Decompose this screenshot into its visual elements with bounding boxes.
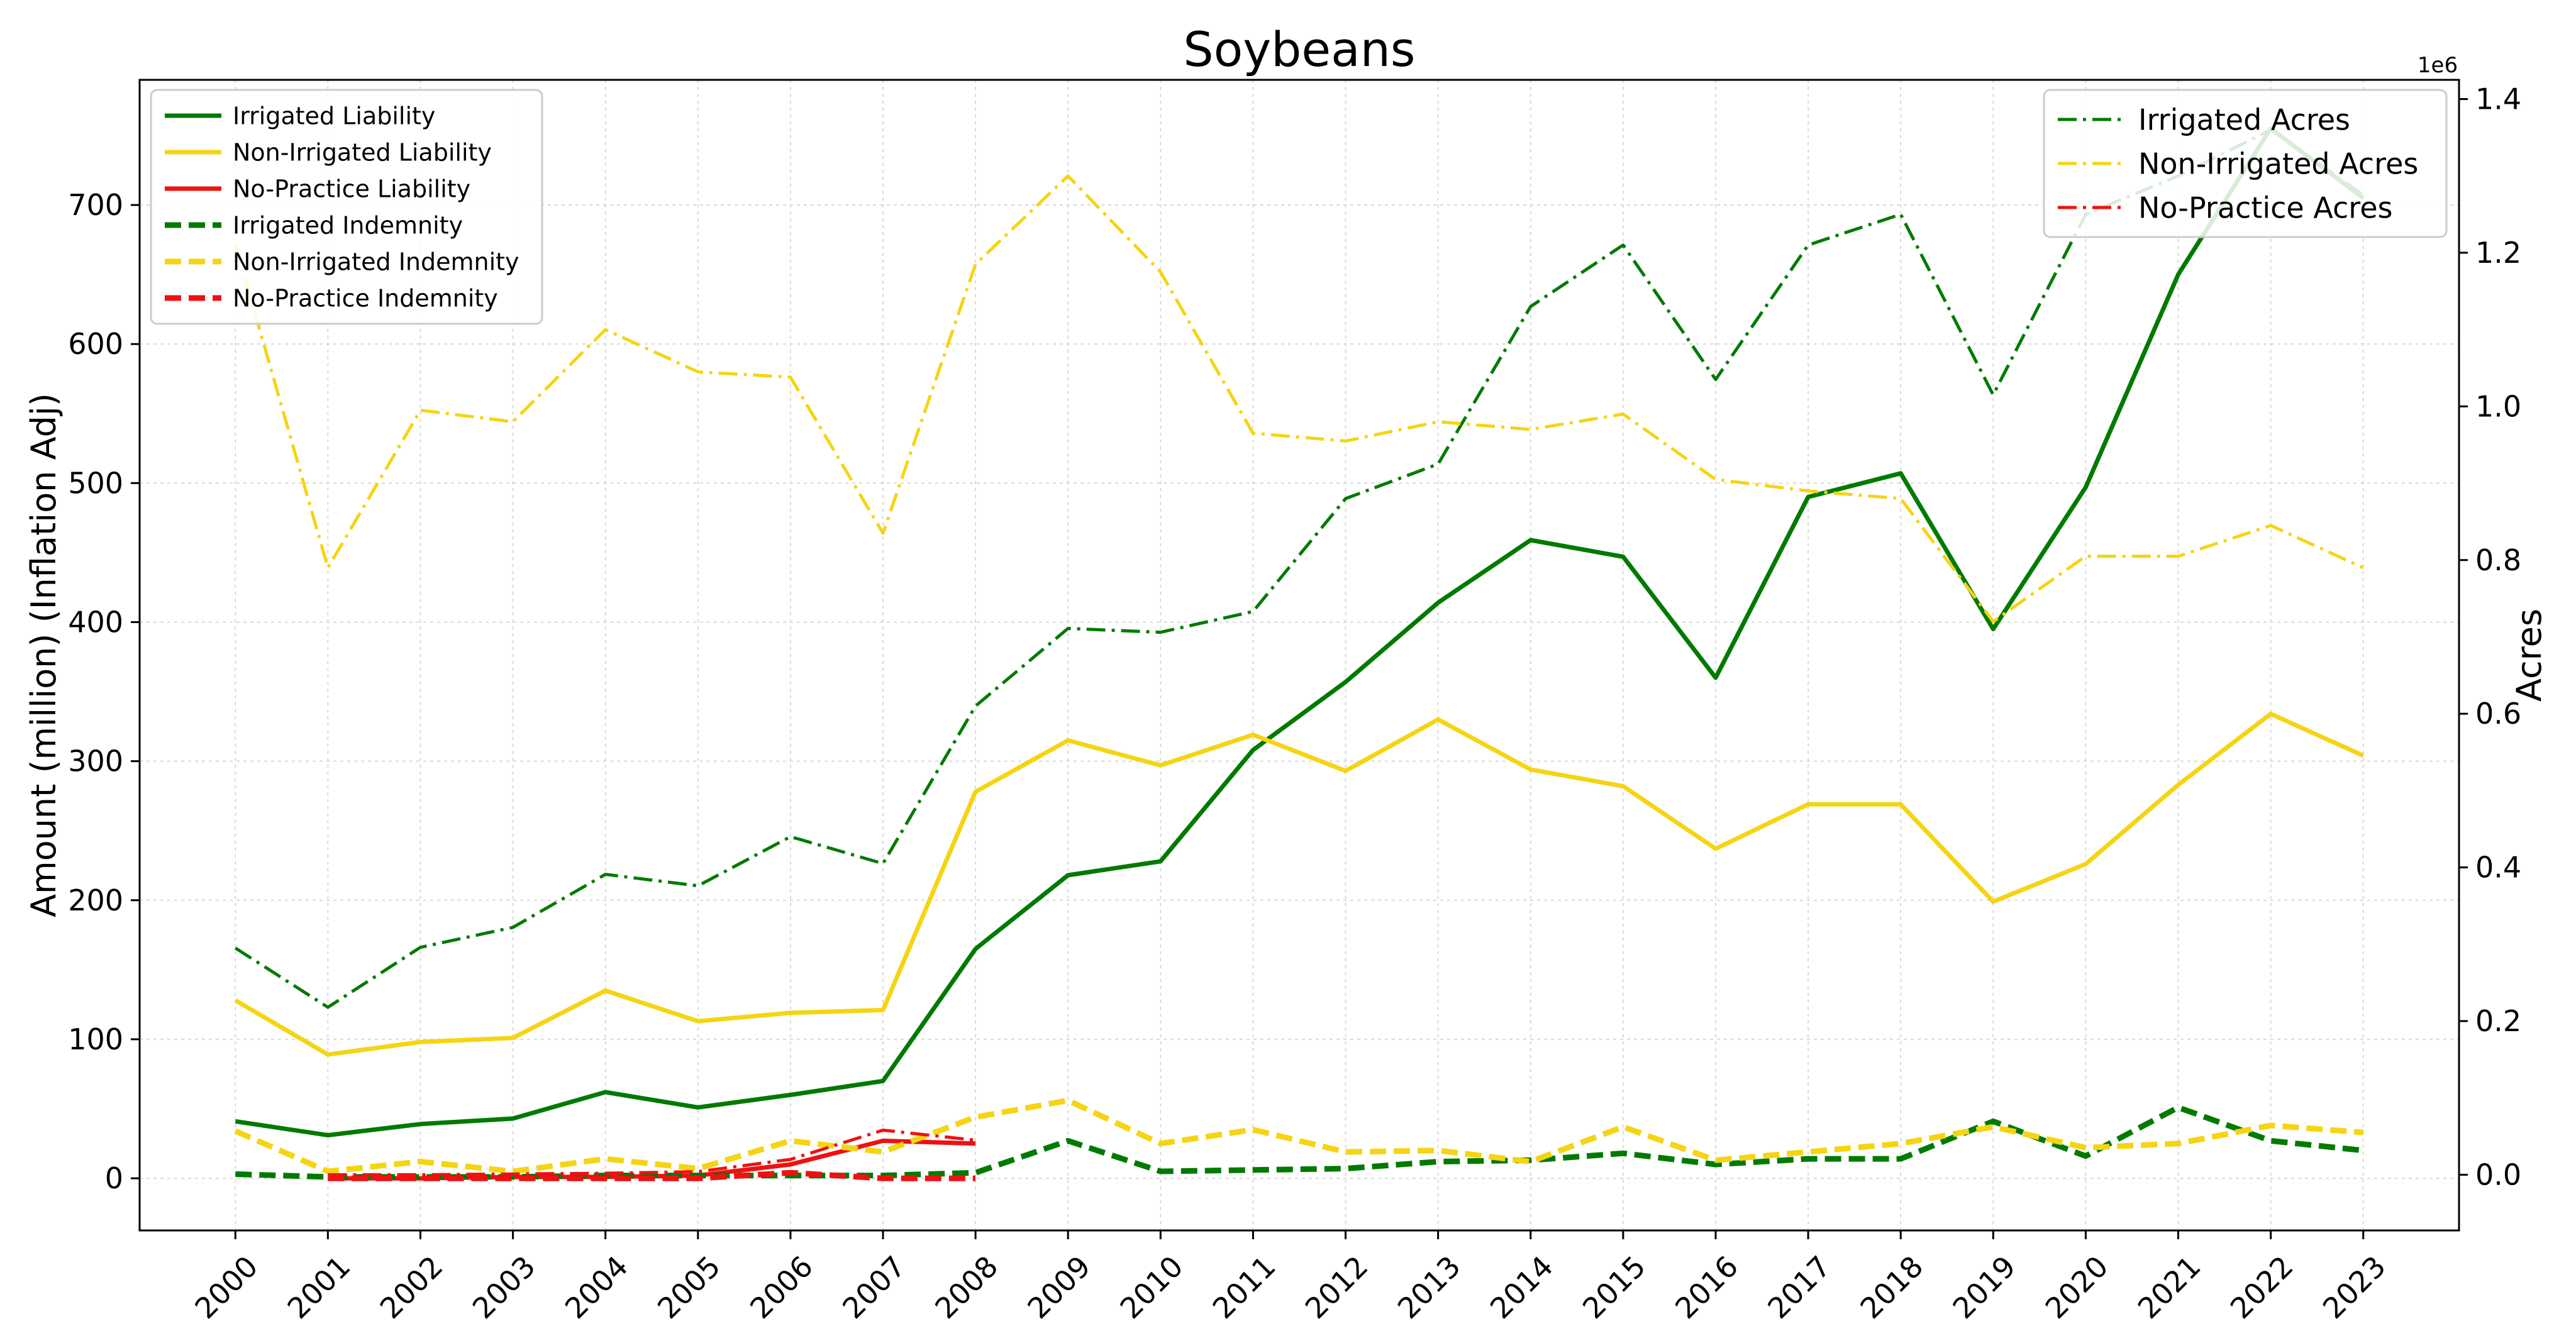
series-line-no-practice-acres — [328, 1129, 976, 1176]
legend-label: No-Practice Acres — [2138, 191, 2392, 225]
x-tick-label: 2003 — [466, 1249, 542, 1325]
y-tick-label: 300 — [68, 744, 123, 778]
x-tick-label: 2004 — [558, 1249, 635, 1325]
x-tick-label: 2005 — [651, 1249, 727, 1325]
y-tick-label: 600 — [68, 327, 123, 361]
x-tick-label: 2013 — [1391, 1249, 1467, 1325]
series-line-non-irrigated-liability — [234, 711, 2365, 1057]
x-tick-label: 2011 — [1206, 1249, 1282, 1325]
x-tick-label: 2010 — [1113, 1249, 1189, 1325]
y2-tick-label: 0.6 — [2475, 697, 2521, 731]
y2-tick-label: 0.2 — [2475, 1004, 2521, 1038]
y-axis-label: Amount (million) (Inflation Adj) — [24, 393, 64, 917]
y2-tick-label: 1.4 — [2475, 82, 2521, 116]
x-tick-label: 2000 — [188, 1249, 264, 1325]
series-line-irrigated-acres — [234, 128, 2365, 1009]
x-tick-label: 2018 — [1853, 1249, 1929, 1325]
x-tick-label: 2008 — [928, 1249, 1004, 1325]
series-line-irrigated-liability — [235, 126, 2365, 1137]
legend-box — [2043, 89, 2448, 238]
x-tick-label: 2021 — [2131, 1249, 2207, 1325]
y2-axis-label: Acres — [2509, 609, 2549, 702]
legend-left: Irrigated Liability Non-Irrigated Liabili… — [150, 89, 543, 325]
legend-label: Irrigated Acres — [2138, 103, 2350, 137]
x-tick-label: 2002 — [374, 1249, 450, 1325]
x-tick-label: 2012 — [1299, 1249, 1375, 1325]
x-tick-label: 2016 — [1668, 1249, 1745, 1325]
x-tick-label: 2017 — [1761, 1249, 1837, 1325]
legend-label: Irrigated Liability — [233, 102, 435, 130]
x-tick-label: 2020 — [2039, 1249, 2115, 1325]
y2-tick-label: 1.2 — [2475, 236, 2521, 270]
x-tick-label: 2007 — [836, 1249, 912, 1325]
y-tick-label: 700 — [68, 188, 123, 222]
plot-frame — [138, 79, 2460, 1232]
y2-tick-label: 1.0 — [2475, 389, 2521, 423]
y-tick-label: 500 — [68, 466, 123, 500]
legend-label: Non-Irrigated Indemnity — [233, 248, 519, 276]
grid-layer — [140, 80, 2459, 1230]
series-line-non-irrigated-indemnity — [234, 1097, 2364, 1174]
series-line-no-practice-indemnity — [328, 1169, 976, 1181]
legend-right: Irrigated Acres Non-Irrigated Acres No-Pra… — [2043, 89, 2448, 238]
y-tick-label: 200 — [68, 883, 123, 917]
y2-axis-offset-label: 1e6 — [2418, 53, 2458, 78]
y2-tick-label: 0.8 — [2475, 543, 2521, 577]
series-layer — [233, 126, 2365, 1181]
x-tick-label: 2019 — [1946, 1249, 2022, 1325]
x-tick-label: 2014 — [1484, 1249, 1560, 1325]
legend-label: Non-Irrigated Acres — [2138, 147, 2418, 181]
x-tick-label: 2001 — [281, 1249, 357, 1325]
chart-title: Soybeans — [1183, 21, 1415, 77]
y-tick-label: 100 — [68, 1022, 123, 1056]
y2-tick-label: 0.0 — [2475, 1158, 2521, 1191]
series-line-irrigated-indemnity — [235, 1104, 2364, 1180]
x-tick-label: 2009 — [1021, 1249, 1097, 1325]
y-tick-label: 400 — [68, 605, 123, 639]
legend-label: Non-Irrigated Liability — [233, 139, 492, 167]
legend-label: No-Practice Indemnity — [233, 285, 498, 312]
y-tick-label: 0 — [105, 1161, 123, 1195]
legend-box — [150, 89, 543, 325]
x-tick-label: 2006 — [743, 1249, 819, 1325]
y2-tick-label: 0.4 — [2475, 851, 2521, 885]
x-tick-label: 2023 — [2316, 1249, 2392, 1325]
legend-label: No-Practice Liability — [233, 175, 470, 203]
x-tick-label: 2015 — [1576, 1249, 1652, 1325]
legend-label: Irrigated Indemnity — [233, 212, 463, 240]
x-tick-label: 2022 — [2224, 1249, 2300, 1325]
